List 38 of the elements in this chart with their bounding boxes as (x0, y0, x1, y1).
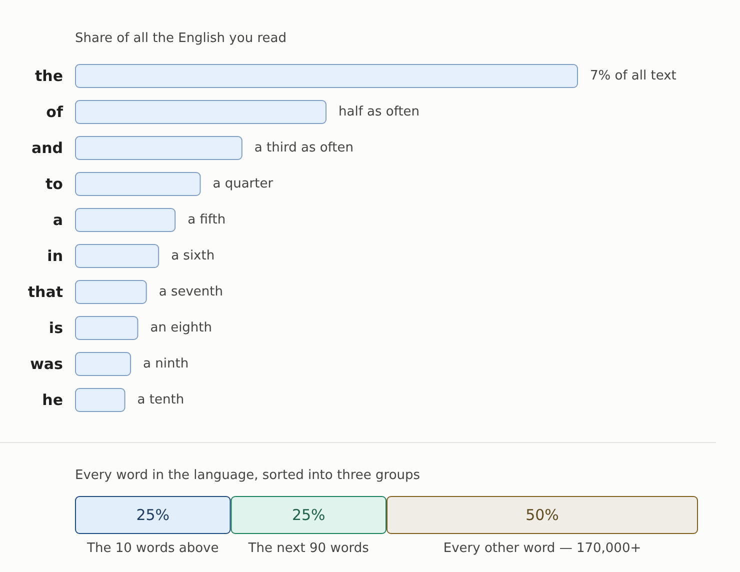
data-label: 50% (526, 506, 559, 524)
y-tick-label: to (46, 175, 63, 193)
data-label: 7% of all text (590, 68, 676, 84)
series-label: Every other word — 170,000+ (443, 541, 642, 556)
bar (75, 280, 147, 304)
series-label: The 10 words above (86, 541, 219, 556)
bar (75, 136, 242, 160)
y-tick-label: in (47, 247, 63, 265)
y-tick-label: and (31, 139, 63, 157)
data-label: a fifth (188, 212, 226, 228)
bar (75, 64, 578, 88)
series-label: The next 90 words (247, 541, 370, 556)
bar (75, 172, 201, 196)
data-label: a sixth (171, 248, 215, 264)
data-label: an eighth (150, 320, 212, 336)
data-label: a tenth (137, 392, 184, 408)
y-tick-label: a (52, 211, 63, 229)
y-tick-label: of (46, 103, 64, 121)
data-label: 25% (136, 506, 170, 524)
bar (75, 100, 326, 124)
data-label: a quarter (212, 176, 274, 192)
bar (75, 208, 176, 232)
data-label: a seventh (158, 284, 223, 300)
y-tick-label: he (42, 391, 63, 409)
data-label: a ninth (143, 356, 189, 372)
data-label: 25% (292, 506, 326, 524)
bar (75, 352, 132, 376)
y-tick-label: was (30, 355, 64, 373)
bar (75, 316, 138, 340)
chart-title: Every word in the language, sorted into three groups (75, 468, 420, 483)
data-label: half as often (338, 104, 420, 120)
bar (75, 244, 160, 268)
y-tick-label: the (34, 67, 63, 85)
y-tick-label: that (28, 283, 63, 301)
y-tick-label: is (48, 319, 64, 337)
bar (75, 388, 126, 412)
data-label: a third as often (254, 140, 354, 156)
chart-title: Share of all the English you read (75, 31, 286, 46)
